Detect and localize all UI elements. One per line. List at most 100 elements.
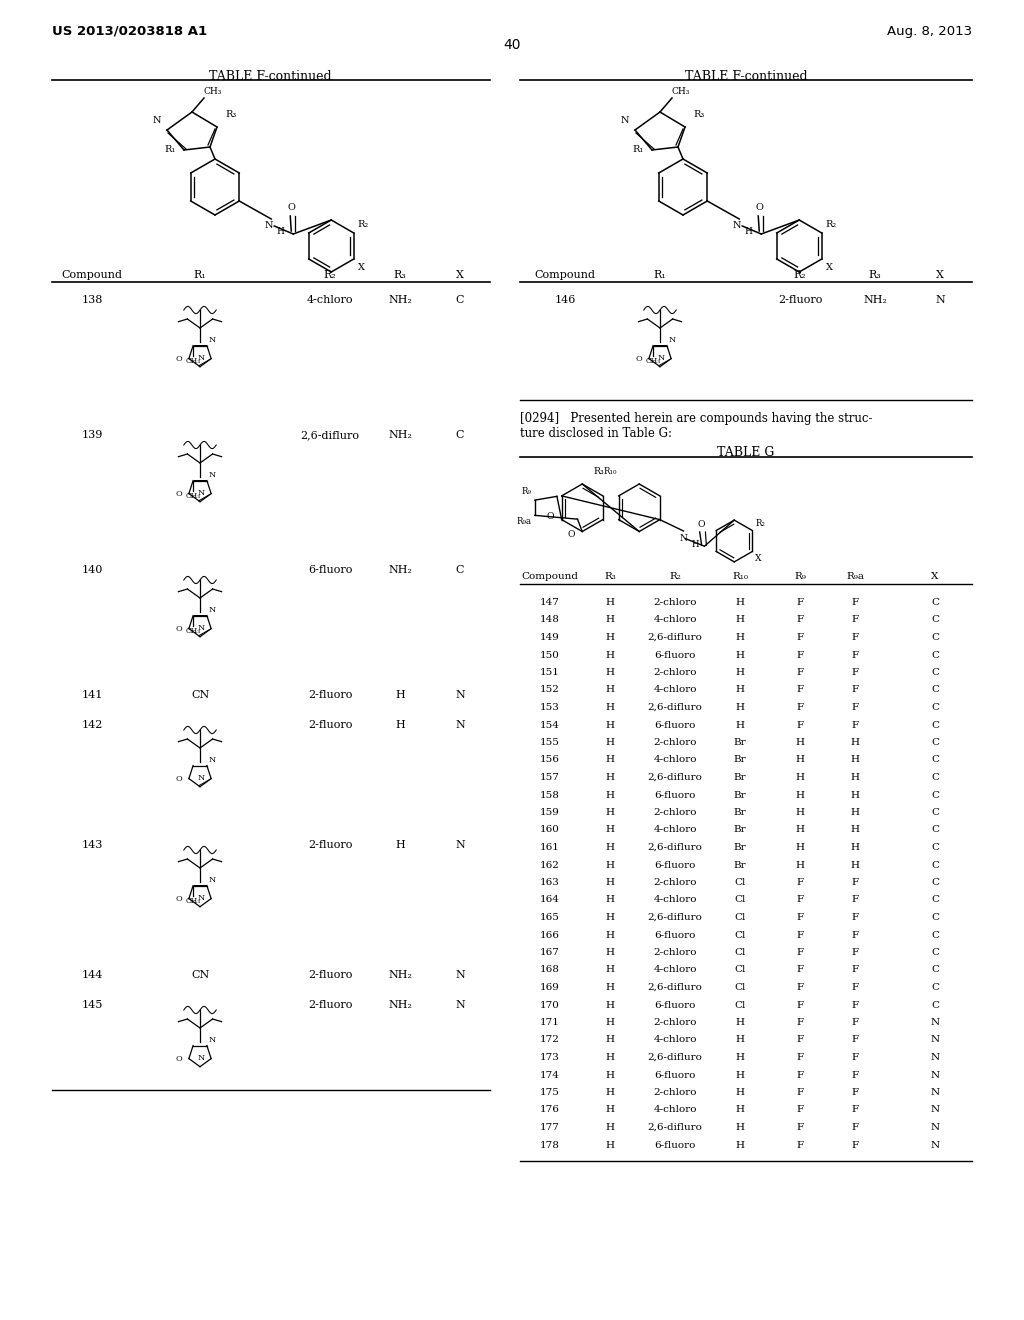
Text: CH₃: CH₃ bbox=[185, 627, 201, 635]
Text: H: H bbox=[605, 1106, 614, 1114]
Text: H: H bbox=[605, 615, 614, 624]
Text: N: N bbox=[931, 1053, 940, 1063]
Text: Br: Br bbox=[733, 791, 746, 800]
Text: N: N bbox=[931, 1018, 940, 1027]
Text: H: H bbox=[605, 1035, 614, 1044]
Text: 143: 143 bbox=[81, 840, 102, 850]
Text: N: N bbox=[657, 354, 665, 362]
Text: Br: Br bbox=[733, 825, 746, 834]
Text: 174: 174 bbox=[540, 1071, 560, 1080]
Text: N: N bbox=[209, 471, 216, 479]
Text: C: C bbox=[931, 1001, 939, 1010]
Text: 170: 170 bbox=[540, 1001, 560, 1010]
Text: C: C bbox=[931, 721, 939, 730]
Text: NH₂: NH₂ bbox=[388, 294, 412, 305]
Text: F: F bbox=[797, 1053, 804, 1063]
Text: F: F bbox=[797, 1123, 804, 1133]
Text: H: H bbox=[605, 738, 614, 747]
Text: C: C bbox=[931, 755, 939, 764]
Text: 6-fluoro: 6-fluoro bbox=[654, 791, 695, 800]
Text: O: O bbox=[567, 529, 574, 539]
Text: R₂: R₂ bbox=[794, 271, 806, 280]
Text: 2,6-difluro: 2,6-difluro bbox=[647, 774, 702, 781]
Text: NH₂: NH₂ bbox=[863, 294, 887, 305]
Text: F: F bbox=[851, 1018, 858, 1027]
Text: N: N bbox=[733, 220, 741, 230]
Text: R₂: R₂ bbox=[825, 220, 837, 228]
Text: 145: 145 bbox=[81, 1001, 102, 1010]
Text: 4-chloro: 4-chloro bbox=[653, 965, 696, 974]
Text: H: H bbox=[735, 598, 744, 607]
Text: H: H bbox=[851, 861, 859, 870]
Text: H: H bbox=[735, 1106, 744, 1114]
Text: 169: 169 bbox=[540, 983, 560, 993]
Text: 153: 153 bbox=[540, 704, 560, 711]
Text: F: F bbox=[851, 651, 858, 660]
Text: 141: 141 bbox=[81, 690, 102, 700]
Text: C: C bbox=[931, 843, 939, 851]
Text: F: F bbox=[851, 878, 858, 887]
Text: C: C bbox=[931, 895, 939, 904]
Text: H: H bbox=[605, 651, 614, 660]
Text: Cl: Cl bbox=[734, 948, 745, 957]
Text: 6-fluoro: 6-fluoro bbox=[654, 931, 695, 940]
Text: F: F bbox=[851, 721, 858, 730]
Text: N: N bbox=[680, 533, 688, 543]
Text: N: N bbox=[198, 488, 205, 496]
Text: R₁: R₁ bbox=[165, 145, 176, 154]
Text: R₃: R₃ bbox=[225, 110, 237, 119]
Text: N: N bbox=[209, 606, 216, 614]
Text: 2,6-difluro: 2,6-difluro bbox=[647, 634, 702, 642]
Text: F: F bbox=[797, 1001, 804, 1010]
Text: H: H bbox=[735, 1071, 744, 1080]
Text: H: H bbox=[605, 774, 614, 781]
Text: O: O bbox=[175, 355, 181, 363]
Text: Br: Br bbox=[733, 861, 746, 870]
Text: N: N bbox=[931, 1071, 940, 1080]
Text: 2,6-difluro: 2,6-difluro bbox=[647, 843, 702, 851]
Text: H: H bbox=[605, 843, 614, 851]
Text: H: H bbox=[605, 861, 614, 870]
Text: 4-chloro: 4-chloro bbox=[653, 755, 696, 764]
Text: 4-chloro: 4-chloro bbox=[653, 615, 696, 624]
Text: X: X bbox=[936, 271, 944, 280]
Text: H: H bbox=[605, 1018, 614, 1027]
Text: 156: 156 bbox=[540, 755, 560, 764]
Text: 6-fluoro: 6-fluoro bbox=[654, 651, 695, 660]
Text: H: H bbox=[605, 668, 614, 677]
Text: 147: 147 bbox=[540, 598, 560, 607]
Text: F: F bbox=[797, 1106, 804, 1114]
Text: 142: 142 bbox=[81, 719, 102, 730]
Text: H: H bbox=[605, 1001, 614, 1010]
Text: F: F bbox=[851, 634, 858, 642]
Text: R₉: R₉ bbox=[522, 487, 531, 496]
Text: 6-fluoro: 6-fluoro bbox=[654, 1140, 695, 1150]
Text: Aug. 8, 2013: Aug. 8, 2013 bbox=[887, 25, 972, 38]
Text: X: X bbox=[825, 263, 833, 272]
Text: H: H bbox=[605, 965, 614, 974]
Text: 164: 164 bbox=[540, 895, 560, 904]
Text: H: H bbox=[735, 651, 744, 660]
Text: H: H bbox=[605, 721, 614, 730]
Text: N: N bbox=[198, 894, 205, 902]
Text: H: H bbox=[735, 1035, 744, 1044]
Text: N: N bbox=[931, 1035, 940, 1044]
Text: Br: Br bbox=[733, 843, 746, 851]
Text: H: H bbox=[605, 808, 614, 817]
Text: H: H bbox=[605, 983, 614, 993]
Text: C: C bbox=[931, 738, 939, 747]
Text: Cl: Cl bbox=[734, 983, 745, 993]
Text: R₉: R₉ bbox=[794, 572, 806, 581]
Text: US 2013/0203818 A1: US 2013/0203818 A1 bbox=[52, 25, 207, 38]
Text: H: H bbox=[851, 843, 859, 851]
Text: R₂: R₂ bbox=[324, 271, 336, 280]
Text: H: H bbox=[735, 685, 744, 694]
Text: NH₂: NH₂ bbox=[388, 1001, 412, 1010]
Text: N: N bbox=[931, 1088, 940, 1097]
Text: 175: 175 bbox=[540, 1088, 560, 1097]
Text: X: X bbox=[931, 572, 939, 581]
Text: C: C bbox=[931, 931, 939, 940]
Text: N: N bbox=[931, 1123, 940, 1133]
Text: TABLE F-continued: TABLE F-continued bbox=[209, 70, 332, 83]
Text: 2-chloro: 2-chloro bbox=[653, 948, 696, 957]
